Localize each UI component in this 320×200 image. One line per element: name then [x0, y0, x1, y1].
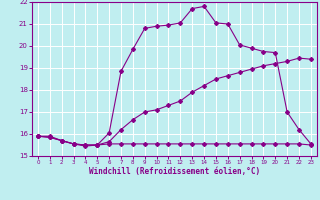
- X-axis label: Windchill (Refroidissement éolien,°C): Windchill (Refroidissement éolien,°C): [89, 167, 260, 176]
